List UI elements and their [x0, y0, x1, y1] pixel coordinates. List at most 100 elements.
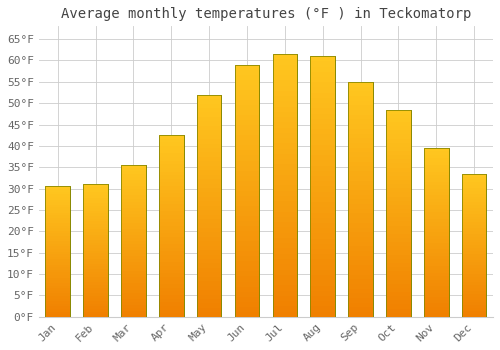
- Bar: [159, 233, 184, 237]
- Bar: [272, 301, 297, 306]
- Bar: [386, 238, 410, 242]
- Bar: [159, 295, 184, 299]
- Bar: [462, 260, 486, 262]
- Bar: [424, 152, 448, 155]
- Bar: [424, 246, 448, 249]
- Bar: [310, 228, 335, 233]
- Bar: [159, 142, 184, 146]
- Bar: [348, 115, 373, 119]
- Bar: [159, 172, 184, 175]
- Bar: [197, 166, 222, 170]
- Bar: [197, 121, 222, 126]
- Bar: [46, 189, 70, 192]
- Bar: [272, 54, 297, 317]
- Bar: [46, 309, 70, 312]
- Bar: [234, 287, 260, 292]
- Bar: [197, 201, 222, 206]
- Bar: [159, 168, 184, 172]
- Bar: [159, 175, 184, 179]
- Bar: [159, 292, 184, 295]
- Bar: [121, 202, 146, 204]
- Bar: [84, 274, 108, 277]
- Bar: [386, 222, 410, 226]
- Bar: [462, 214, 486, 217]
- Bar: [197, 99, 222, 104]
- Bar: [310, 239, 335, 244]
- Bar: [462, 202, 486, 205]
- Bar: [197, 139, 222, 144]
- Bar: [197, 148, 222, 152]
- Bar: [234, 231, 260, 236]
- Bar: [159, 309, 184, 313]
- Bar: [386, 296, 410, 300]
- Bar: [84, 184, 108, 317]
- Bar: [46, 215, 70, 218]
- Bar: [348, 152, 373, 157]
- Bar: [197, 264, 222, 268]
- Bar: [121, 271, 146, 274]
- Bar: [310, 265, 335, 270]
- Bar: [348, 303, 373, 307]
- Bar: [159, 164, 184, 168]
- Bar: [424, 243, 448, 246]
- Bar: [84, 261, 108, 264]
- Bar: [424, 172, 448, 175]
- Bar: [272, 196, 297, 201]
- Bar: [272, 144, 297, 149]
- Bar: [159, 255, 184, 259]
- Bar: [424, 239, 448, 243]
- Bar: [46, 304, 70, 306]
- Bar: [310, 207, 335, 212]
- Bar: [234, 65, 260, 317]
- Bar: [197, 188, 222, 193]
- Bar: [386, 180, 410, 184]
- Bar: [348, 82, 373, 317]
- Bar: [386, 176, 410, 180]
- Bar: [272, 290, 297, 296]
- Bar: [197, 281, 222, 286]
- Bar: [121, 174, 146, 177]
- Bar: [272, 75, 297, 80]
- Bar: [234, 216, 260, 221]
- Bar: [121, 208, 146, 211]
- Bar: [272, 191, 297, 196]
- Bar: [272, 270, 297, 275]
- Bar: [348, 228, 373, 232]
- Bar: [272, 54, 297, 59]
- Bar: [462, 243, 486, 245]
- Bar: [121, 299, 146, 302]
- Bar: [310, 192, 335, 197]
- Bar: [386, 313, 410, 317]
- Bar: [348, 256, 373, 260]
- Bar: [197, 303, 222, 308]
- Bar: [121, 289, 146, 293]
- Bar: [234, 150, 260, 155]
- Bar: [424, 293, 448, 296]
- Bar: [386, 147, 410, 151]
- Bar: [386, 110, 410, 317]
- Bar: [159, 237, 184, 240]
- Bar: [310, 171, 335, 176]
- Bar: [348, 218, 373, 223]
- Bar: [348, 157, 373, 162]
- Bar: [121, 232, 146, 235]
- Bar: [462, 282, 486, 285]
- Bar: [46, 223, 70, 226]
- Bar: [348, 251, 373, 256]
- Bar: [424, 148, 448, 152]
- Bar: [234, 196, 260, 201]
- Bar: [310, 306, 335, 312]
- Bar: [84, 198, 108, 200]
- Bar: [310, 275, 335, 280]
- Bar: [159, 230, 184, 233]
- Bar: [310, 56, 335, 317]
- Bar: [84, 303, 108, 306]
- Bar: [197, 104, 222, 108]
- Bar: [462, 174, 486, 317]
- Bar: [46, 254, 70, 257]
- Bar: [159, 139, 184, 142]
- Bar: [310, 244, 335, 249]
- Bar: [386, 130, 410, 134]
- Bar: [84, 211, 108, 214]
- Bar: [462, 288, 486, 291]
